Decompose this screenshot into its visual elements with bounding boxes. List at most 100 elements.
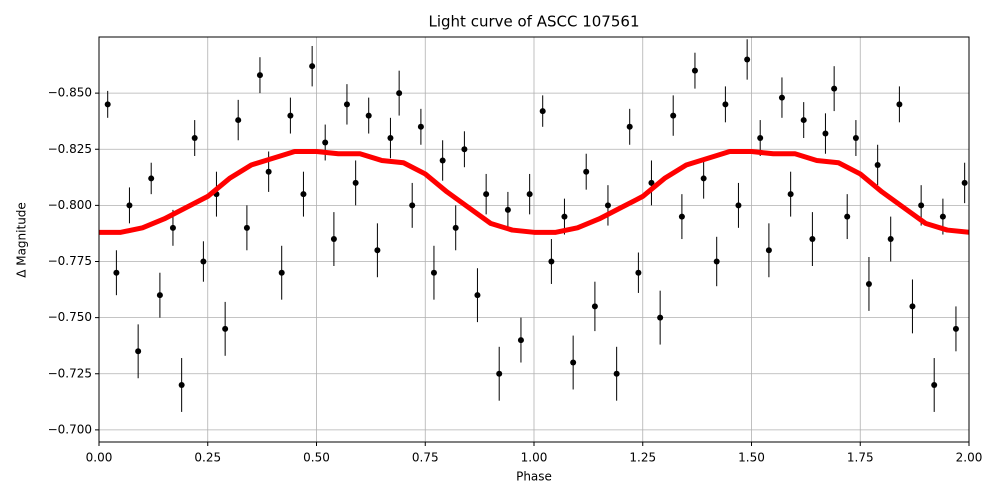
y-axis-label: Δ Magnitude	[15, 202, 29, 278]
data-point	[874, 161, 881, 168]
data-point	[243, 224, 250, 231]
data-point	[396, 90, 403, 97]
data-point	[626, 123, 633, 130]
data-point	[809, 236, 816, 243]
data-point	[604, 202, 611, 209]
data-point	[918, 202, 925, 209]
data-point	[287, 112, 294, 119]
y-tick-label: −0.775	[48, 254, 92, 268]
data-point	[744, 56, 751, 63]
data-point	[831, 85, 838, 92]
plot-frame	[98, 36, 970, 443]
x-tick-label: 1.50	[738, 451, 765, 465]
data-point	[822, 130, 829, 137]
data-point	[635, 269, 642, 276]
y-tick-label: −0.800	[48, 198, 92, 212]
data-point	[235, 117, 242, 124]
data-point	[104, 101, 111, 108]
x-axis-label: Phase	[516, 470, 552, 484]
data-point	[722, 101, 729, 108]
data-point	[322, 139, 329, 146]
data-point	[765, 247, 772, 254]
data-point	[952, 325, 959, 332]
data-point	[583, 168, 590, 175]
x-tick-label: 0.75	[412, 451, 439, 465]
data-point	[417, 123, 424, 130]
data-point	[452, 224, 459, 231]
x-tick-label: 2.00	[956, 451, 983, 465]
data-point	[909, 303, 916, 310]
data-point	[700, 175, 707, 182]
chart-title: Light curve of ASCC 107561	[429, 13, 640, 31]
x-tick-label: 0.50	[303, 451, 330, 465]
data-point	[222, 325, 229, 332]
data-point	[343, 101, 350, 108]
data-point	[156, 292, 163, 299]
x-tick-label: 1.75	[847, 451, 874, 465]
data-point	[483, 191, 490, 198]
x-tick-label: 1.00	[521, 451, 548, 465]
data-point	[374, 247, 381, 254]
data-point	[135, 348, 142, 355]
data-point	[439, 157, 446, 164]
data-point	[517, 337, 524, 344]
data-point	[504, 206, 511, 213]
data-point	[961, 179, 968, 186]
data-point	[648, 179, 655, 186]
data-point	[200, 258, 207, 265]
data-point	[461, 146, 468, 153]
data-point	[735, 202, 742, 209]
data-point	[939, 213, 946, 220]
data-point	[844, 213, 851, 220]
data-point	[191, 135, 198, 142]
data-point	[896, 101, 903, 108]
data-point	[570, 359, 577, 366]
data-point	[148, 175, 155, 182]
data-point	[613, 370, 620, 377]
data-point	[713, 258, 720, 265]
plot-area	[99, 39, 969, 412]
data-point	[256, 72, 263, 79]
data-point	[309, 63, 316, 70]
x-tick-label: 0.00	[86, 451, 113, 465]
y-tick-label: −0.700	[48, 422, 92, 436]
data-point	[526, 191, 533, 198]
data-point	[178, 381, 185, 388]
data-point	[300, 191, 307, 198]
data-point	[591, 303, 598, 310]
y-tick-label: −0.850	[48, 86, 92, 100]
data-point	[278, 269, 285, 276]
data-point	[778, 94, 785, 101]
data-point	[931, 381, 938, 388]
data-point	[430, 269, 437, 276]
data-point	[800, 117, 807, 124]
data-point	[561, 213, 568, 220]
data-point	[409, 202, 416, 209]
data-point	[539, 108, 546, 115]
data-point	[691, 67, 698, 74]
data-point	[865, 280, 872, 287]
binned-curve	[99, 148, 969, 235]
data-point	[474, 292, 481, 299]
data-point	[113, 269, 120, 276]
data-point	[887, 236, 894, 243]
y-tick-label: −0.825	[48, 142, 92, 156]
data-point	[657, 314, 664, 321]
data-point	[265, 168, 272, 175]
y-tick-label: −0.750	[48, 310, 92, 324]
x-tick-label: 0.25	[194, 451, 221, 465]
x-tick-label: 1.25	[629, 451, 656, 465]
data-point	[678, 213, 685, 220]
data-point	[387, 135, 394, 142]
data-point	[126, 202, 133, 209]
data-point	[365, 112, 372, 119]
data-point	[757, 135, 764, 142]
data-point	[352, 179, 359, 186]
data-point	[670, 112, 677, 119]
data-point	[169, 224, 176, 231]
y-tick-label: −0.725	[48, 366, 92, 380]
data-point	[852, 135, 859, 142]
data-point	[787, 191, 794, 198]
data-point	[496, 370, 503, 377]
